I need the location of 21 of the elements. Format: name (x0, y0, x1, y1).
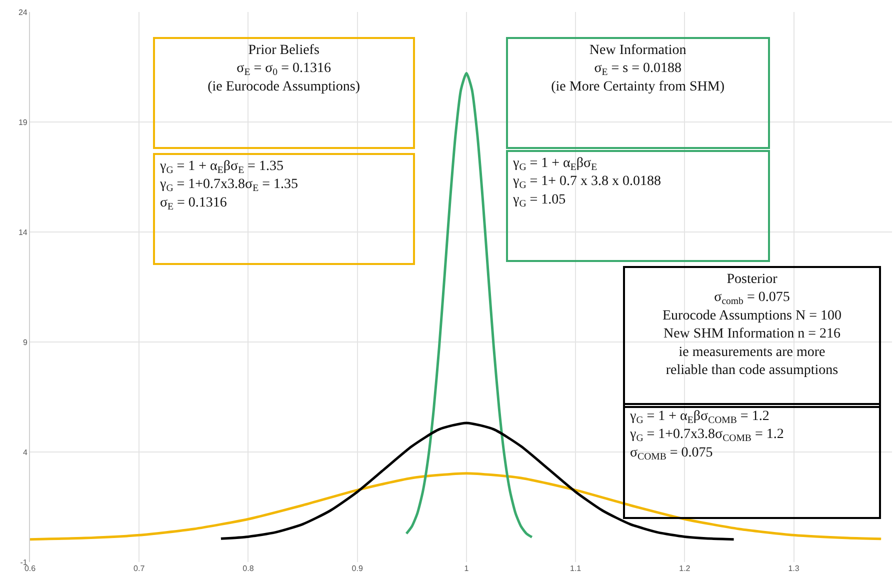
text: γ$_{G}$ = 1 + α$_{E}$βσ$_{E}$ = 1.35 γ$_{G}$ = 1+0.7x3.8σ$_{E}$ = 1.35 σ$_{E}$ = 0.1316 (160, 159, 298, 212)
x-tick-label: 0.6 (24, 564, 36, 573)
y-tick-label: 4 (22, 448, 28, 457)
x-tick-label: 0.7 (134, 564, 146, 573)
annotation: Posterior σ$_{comb}$ = 0.075 Eurocode Assumptions N = 100 New SHM Information n = 216 ie measurements are more reliable than code assumptions (662, 272, 842, 378)
line-series (30, 472, 882, 541)
y-tick-label: -1 (20, 558, 28, 567)
x-tick-label: 1.2 (679, 564, 691, 573)
annotation: Prior Beliefs σ$_{E}$ = σ$_{0}$ = 0.1316 (ie Eurocode Assumptions) (208, 43, 360, 94)
y-tick-label: 19 (18, 118, 28, 127)
x-tick-label: 1.1 (570, 564, 582, 573)
text: γ$_{G}$ = 1 + α$_{E}$βσ$_{E}$ γ$_{G}$ = 1+ 0.7 x 3.8 x 0.0188 γ$_{G}$ = 1.05 (513, 156, 662, 210)
x-tick-label: 0.9 (352, 564, 364, 573)
y-tick-label: 24 (18, 8, 28, 17)
y-tick-label: 14 (18, 228, 28, 237)
y-tick-label: 9 (22, 338, 28, 347)
x-tick-label: 0.8 (242, 564, 254, 573)
text: γ$_{G}$ = 1 + α$_{E}$βσ$_{COMB}$ = 1.2 γ$_{G}$ = 1+0.7x3.8σ$_{COMB}$ = 1.2 σ$_{COMB}$ = 0.075 (630, 409, 784, 462)
annotation: New Information σ$_{E}$ = s = 0.0188 (ie More Certainty from SHM) (551, 43, 725, 94)
x-tick-label: 1 (464, 564, 470, 573)
x-tick-label: 1.3 (788, 564, 800, 573)
